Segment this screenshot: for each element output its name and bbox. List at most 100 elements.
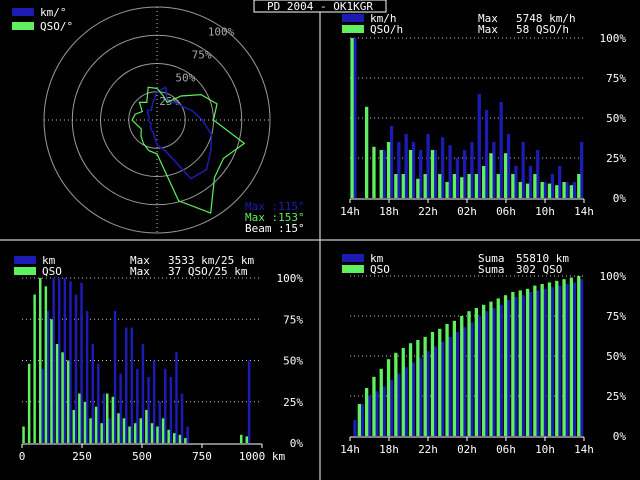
- bar-km: [477, 316, 481, 436]
- bar-qso: [122, 418, 126, 444]
- bar-qso: [156, 426, 159, 443]
- bar-km: [130, 327, 134, 443]
- legend-swatch: [342, 14, 364, 22]
- legend-swatch: [14, 256, 36, 264]
- bar-km: [389, 380, 394, 436]
- bar-km: [247, 360, 251, 443]
- bar-km: [97, 363, 100, 443]
- x-tick-label: 0: [19, 450, 26, 463]
- bar-km: [441, 341, 445, 436]
- y-tick-label: 100%: [600, 32, 627, 45]
- bar-km: [389, 126, 394, 198]
- legend-swatch: [342, 254, 364, 262]
- bar-qso: [133, 423, 137, 443]
- bar-km: [360, 404, 364, 436]
- bar-qso: [511, 174, 515, 198]
- bar-qso: [511, 292, 515, 436]
- bar-km: [80, 282, 83, 443]
- stat-label: Suma: [478, 263, 505, 276]
- y-tick-label: 0%: [613, 192, 627, 205]
- bar-km: [455, 332, 459, 436]
- bar-qso: [178, 434, 182, 444]
- bar-qso: [78, 393, 81, 443]
- bar-km: [572, 182, 576, 198]
- bar-km: [455, 158, 459, 198]
- bar-km: [411, 142, 416, 198]
- bar-qso: [555, 185, 559, 198]
- bar-km: [382, 386, 386, 436]
- bar-km: [514, 296, 518, 436]
- bar-km: [382, 150, 386, 198]
- bar-qso: [245, 436, 248, 443]
- bar-km: [404, 134, 408, 198]
- stat-value: 58 QSO/h: [516, 23, 569, 36]
- bar-qso: [452, 320, 456, 436]
- bar-qso: [460, 316, 464, 436]
- y-tick-label: 50%: [283, 355, 303, 368]
- y-tick-label: 100%: [600, 270, 627, 283]
- bar-qso: [94, 406, 98, 443]
- bar-km: [375, 391, 379, 436]
- bar-qso: [416, 340, 420, 436]
- y-tick-label: 25%: [606, 390, 626, 403]
- y-tick-label: 75%: [283, 313, 303, 326]
- bar-qso: [489, 153, 493, 198]
- x-tick-label: 10h: [535, 205, 555, 218]
- bar-km: [419, 357, 423, 436]
- x-tick-label: 02h: [457, 205, 477, 218]
- polar-panel: 100%75%50%25%km/°QSO/°Max :115°Max :153°…: [12, 6, 305, 235]
- bar-km: [353, 420, 357, 436]
- legend-label: QSO/°: [40, 20, 73, 33]
- bar-qso: [489, 301, 493, 436]
- bar-qso: [525, 183, 530, 198]
- stat-label: Max: [130, 265, 150, 278]
- bar-km: [565, 182, 569, 198]
- bar-qso: [577, 174, 581, 198]
- bar-qso: [401, 348, 405, 436]
- bar-km: [152, 360, 156, 443]
- bar-km: [147, 377, 150, 443]
- bar-qso: [365, 388, 369, 436]
- bar-qso: [518, 290, 522, 436]
- bar-qso: [482, 304, 486, 436]
- polar-stat: Max :153°: [245, 211, 305, 224]
- bar-qso: [100, 423, 103, 443]
- bar-qso: [386, 142, 391, 198]
- bar-km: [91, 344, 94, 443]
- bar-km: [158, 401, 161, 444]
- bar-qso: [128, 426, 131, 443]
- y-tick-label: 50%: [606, 112, 626, 125]
- x-tick-label: 18h: [379, 443, 399, 456]
- y-tick-label: 100%: [277, 272, 304, 285]
- bar-qso: [547, 183, 552, 198]
- legend-label: QSO/h: [370, 23, 403, 36]
- stat-value: 3533 km/25 km: [168, 254, 254, 267]
- bar-km: [521, 295, 525, 436]
- bar-qso: [562, 279, 566, 436]
- stat-label: Max: [130, 254, 150, 267]
- bar-km: [550, 174, 554, 198]
- legend-swatch: [342, 25, 364, 33]
- bar-km: [528, 166, 533, 198]
- bar-qso: [496, 298, 500, 436]
- polar-stat: Beam :15°: [245, 222, 305, 235]
- bar-km: [580, 142, 584, 198]
- bar-km: [572, 282, 576, 436]
- bar-qso: [438, 328, 442, 436]
- bar-km: [441, 137, 445, 198]
- bar-km: [169, 377, 173, 443]
- y-tick-label: 25%: [283, 396, 303, 409]
- title-box: [253, 0, 387, 13]
- bar-km: [69, 281, 72, 443]
- x-tick-label: 14h: [574, 443, 594, 456]
- bar-qso: [386, 359, 391, 436]
- x-tick-label: 22h: [418, 443, 438, 456]
- stat-value: 55810 km: [516, 252, 569, 265]
- bar-qso: [350, 38, 354, 198]
- bar-km: [397, 373, 401, 436]
- bar-km: [426, 134, 430, 198]
- bar-qso: [61, 352, 64, 444]
- bar-qso: [438, 174, 442, 198]
- bar-qso: [184, 438, 187, 444]
- bar-qso: [106, 393, 109, 443]
